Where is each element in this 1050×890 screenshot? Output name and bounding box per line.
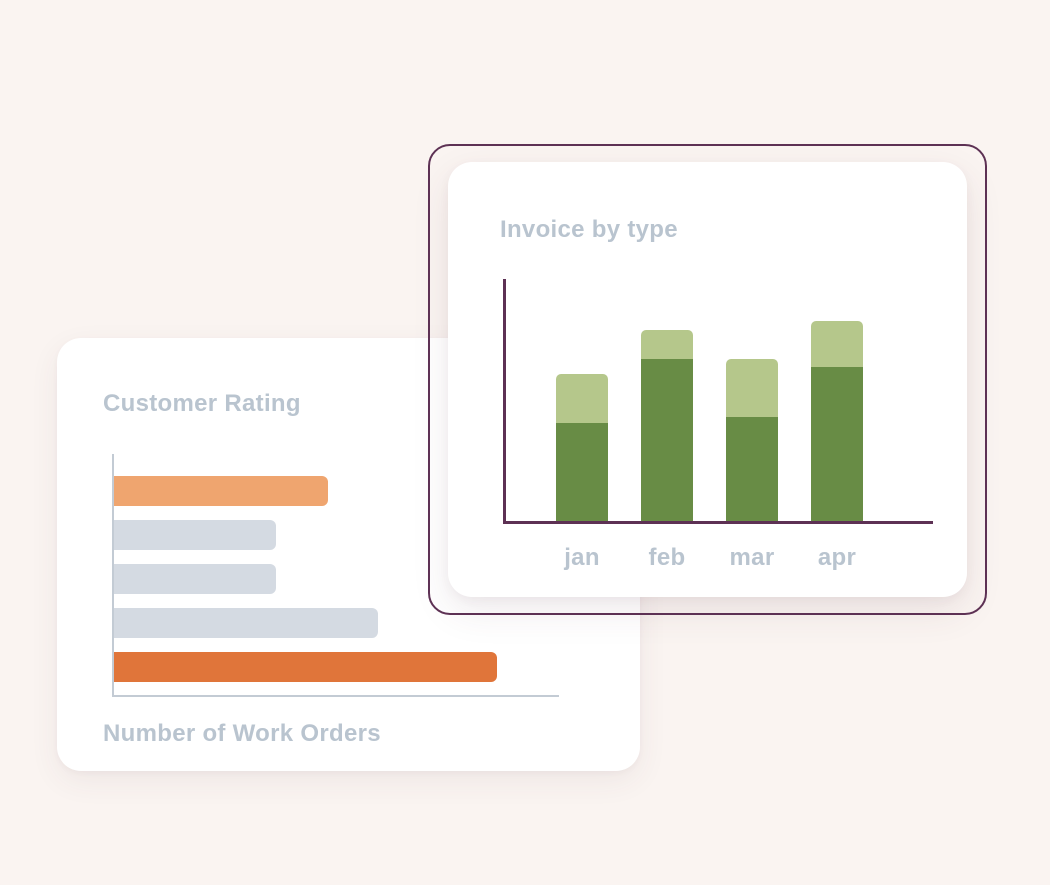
invoice-stacked-bar — [641, 330, 693, 521]
invoice-stacked-bar — [556, 374, 608, 521]
x-axis-label: jan — [564, 544, 600, 571]
invoice-plot — [503, 279, 933, 524]
bar-segment-dark-green — [726, 417, 778, 521]
invoice-stacked-bar — [811, 321, 863, 521]
bar-segment-light-green — [726, 359, 778, 417]
bar-segment-light-green — [811, 321, 863, 367]
invoice-x-labels: jan feb mar apr — [556, 544, 863, 572]
invoice-by-type-title: Invoice by type — [500, 216, 678, 243]
bar-segment-light-green — [641, 330, 693, 359]
invoice-by-type-card: Invoice by type jan feb mar apr — [448, 162, 967, 597]
x-axis-label: feb — [648, 544, 686, 571]
rating-bar — [114, 476, 328, 506]
bar-segment-dark-green — [641, 359, 693, 521]
invoice-bars — [556, 321, 863, 521]
x-axis-label: mar — [729, 544, 775, 571]
invoice-stacked-bar — [726, 359, 778, 521]
rating-bar — [114, 608, 378, 638]
customer-rating-bars — [114, 454, 559, 682]
rating-bar — [114, 564, 276, 594]
customer-rating-title: Customer Rating — [103, 390, 301, 417]
customer-rating-axis-label: Number of Work Orders — [103, 720, 381, 747]
bar-segment-light-green — [556, 374, 608, 423]
customer-rating-plot — [112, 454, 559, 697]
bottom-edge-strip — [0, 885, 1050, 890]
bar-segment-dark-green — [556, 423, 608, 521]
bar-segment-dark-green — [811, 367, 863, 521]
x-axis-label: apr — [817, 544, 857, 571]
rating-bar — [114, 520, 276, 550]
rating-bar — [114, 652, 497, 682]
